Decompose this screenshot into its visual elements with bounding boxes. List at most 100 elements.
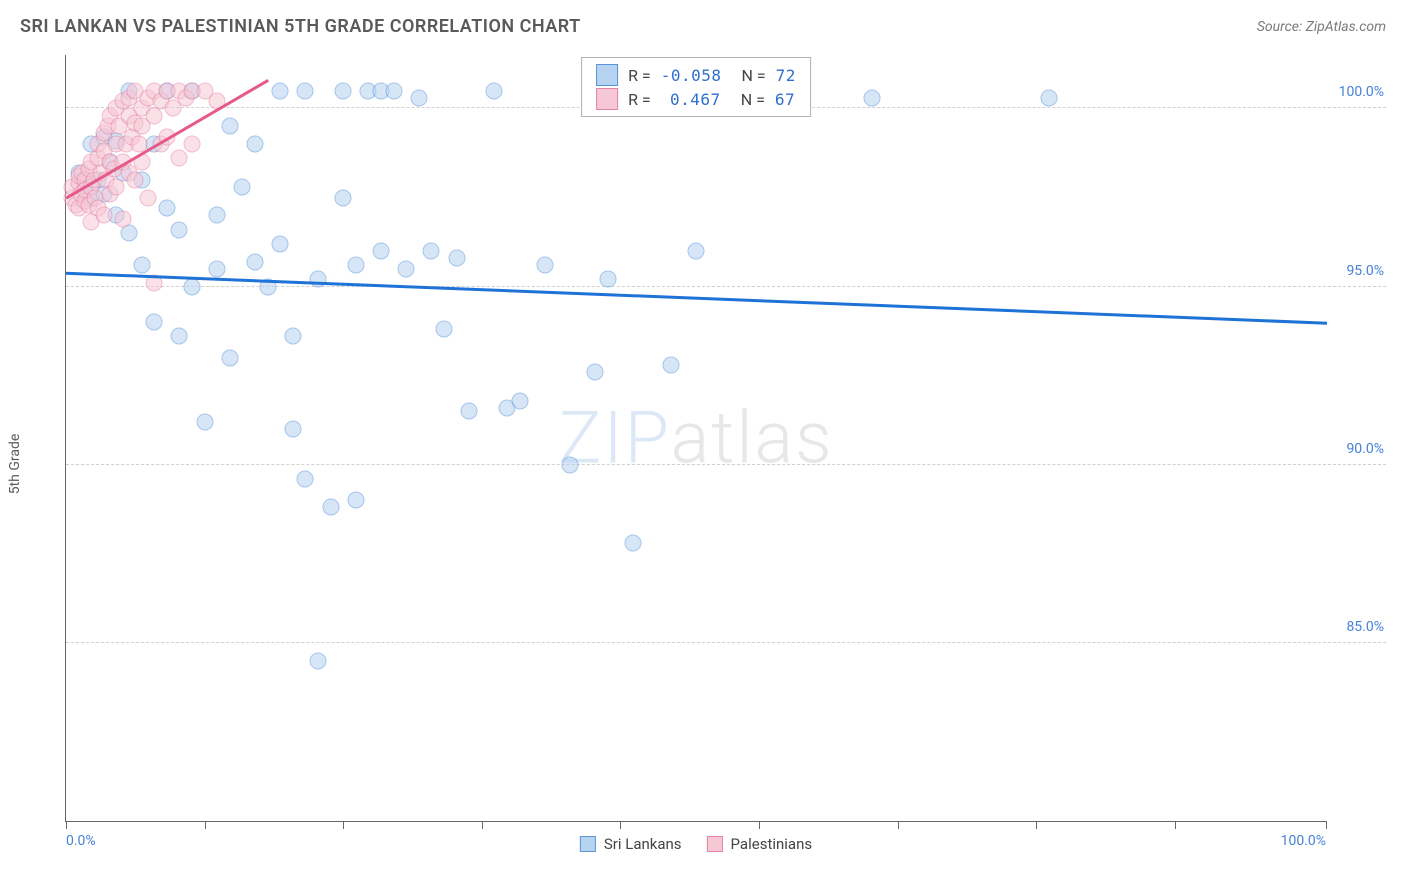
chart-title: SRI LANKAN VS PALESTINIAN 5TH GRADE CORR… (20, 16, 581, 37)
y-tick-label: 100.0% (1329, 84, 1384, 100)
n-value: 72 (776, 66, 796, 85)
header-row: SRI LANKAN VS PALESTINIAN 5TH GRADE CORR… (0, 16, 1406, 37)
scatter-point (209, 207, 226, 224)
scatter-point (625, 535, 642, 552)
r-value: -0.058 (661, 66, 722, 85)
source-attribution: Source: ZipAtlas.com (1257, 19, 1386, 35)
scatter-point (184, 278, 201, 295)
scatter-point (146, 314, 163, 331)
scatter-point (247, 253, 264, 270)
scatter-point (284, 421, 301, 438)
scatter-point (536, 257, 553, 274)
scatter-point (410, 89, 427, 106)
scatter-point (423, 242, 440, 259)
legend-swatch (580, 836, 596, 852)
scatter-point (373, 242, 390, 259)
gridline-h (66, 642, 1386, 643)
legend-swatch (596, 88, 618, 110)
correlation-legend: R = -0.058 N = 72 R = 0.467 N = 67 (581, 57, 811, 117)
x-tick (343, 821, 344, 829)
scatter-point (562, 456, 579, 473)
scatter-point (587, 364, 604, 381)
x-tick (898, 821, 899, 829)
y-axis-label: 5th Grade (7, 433, 23, 494)
legend-label: Sri Lankans (604, 835, 682, 853)
x-tick (482, 821, 483, 829)
y-tick-label: 95.0% (1329, 263, 1384, 279)
scatter-point (322, 499, 339, 516)
scatter-point (385, 82, 402, 99)
scatter-point (1040, 89, 1057, 106)
scatter-point (95, 207, 112, 224)
scatter-point (234, 178, 251, 195)
watermark-part2: atlas (671, 396, 834, 481)
scatter-point (196, 413, 213, 430)
scatter-point (448, 250, 465, 267)
scatter-point (114, 210, 131, 227)
scatter-point (133, 257, 150, 274)
scatter-point (461, 403, 478, 420)
scatter-point (297, 82, 314, 99)
legend-item: Sri Lankans (580, 835, 682, 853)
scatter-point (310, 271, 327, 288)
scatter-point (335, 82, 352, 99)
legend-row: R = 0.467 N = 67 (596, 88, 796, 110)
scatter-point (347, 492, 364, 509)
chart-container: 5th Grade ZIPatlas R =-0.058N =72R = 0.4… (20, 55, 1386, 872)
scatter-point (247, 136, 264, 153)
scatter-point (398, 260, 415, 277)
n-value: 67 (775, 90, 795, 109)
gridline-h (66, 464, 1386, 465)
scatter-point (272, 235, 289, 252)
scatter-point (310, 652, 327, 669)
scatter-point (284, 328, 301, 345)
legend-label: Palestinians (731, 835, 813, 853)
x-tick (759, 821, 760, 829)
scatter-point (688, 242, 705, 259)
scatter-point (221, 349, 238, 366)
scatter-point (184, 136, 201, 153)
x-tick (205, 821, 206, 829)
trend-line (66, 271, 1327, 323)
legend-row: R = -0.058 N = 72 (596, 64, 796, 86)
scatter-point (272, 82, 289, 99)
watermark: ZIPatlas (558, 396, 833, 481)
scatter-point (511, 392, 528, 409)
r-label: R = (628, 66, 651, 85)
r-label: R = (628, 90, 651, 109)
scatter-point (139, 189, 156, 206)
series-legend: Sri Lankans Palestinians (580, 835, 812, 853)
x-tick (620, 821, 621, 829)
scatter-point (127, 171, 144, 188)
r-value: 0.467 (661, 90, 721, 109)
y-tick-label: 85.0% (1329, 619, 1384, 635)
scatter-point (297, 470, 314, 487)
x-tick-label: 0.0% (66, 833, 96, 849)
plot-area: ZIPatlas R =-0.058N =72R = 0.467N =67 Sr… (65, 55, 1326, 822)
scatter-point (108, 178, 125, 195)
x-tick-label: 100.0% (1281, 833, 1326, 849)
x-tick (1326, 821, 1327, 829)
scatter-point (347, 257, 364, 274)
n-label: N = (741, 66, 765, 85)
scatter-point (864, 89, 881, 106)
scatter-point (436, 321, 453, 338)
n-label: N = (741, 90, 765, 109)
scatter-point (209, 260, 226, 277)
scatter-point (662, 356, 679, 373)
legend-swatch (596, 64, 618, 86)
y-tick-label: 90.0% (1329, 441, 1384, 457)
x-tick (66, 821, 67, 829)
scatter-point (335, 189, 352, 206)
legend-item: Palestinians (707, 835, 813, 853)
scatter-point (171, 150, 188, 167)
scatter-point (221, 118, 238, 135)
scatter-point (158, 200, 175, 217)
scatter-point (171, 221, 188, 238)
legend-swatch (707, 836, 723, 852)
x-tick (1036, 821, 1037, 829)
scatter-point (171, 328, 188, 345)
scatter-point (486, 82, 503, 99)
scatter-point (599, 271, 616, 288)
x-tick (1175, 821, 1176, 829)
